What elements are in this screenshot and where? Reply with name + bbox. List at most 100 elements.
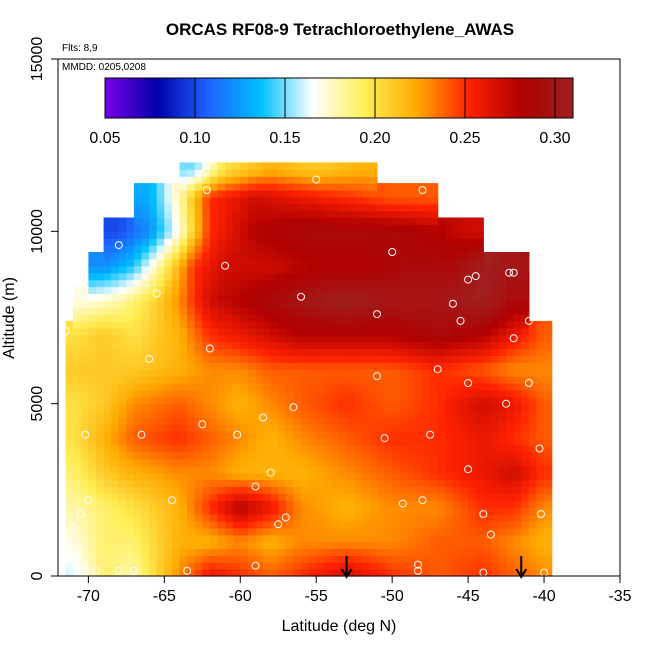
heatmap-cell bbox=[460, 341, 469, 350]
heatmap-cell bbox=[232, 458, 241, 467]
heatmap-cell bbox=[323, 424, 332, 432]
heatmap-cell bbox=[270, 438, 279, 446]
heatmap-cell bbox=[460, 293, 469, 301]
heatmap-cell bbox=[149, 431, 158, 439]
heatmap-cell bbox=[316, 334, 325, 343]
heatmap-cell bbox=[164, 383, 173, 391]
heatmap-cell bbox=[331, 431, 340, 439]
heatmap-cell bbox=[354, 541, 363, 549]
heatmap-cell bbox=[506, 555, 515, 563]
x-tick-label: -40 bbox=[532, 588, 555, 605]
heatmap-cell bbox=[225, 569, 234, 577]
heatmap-cell bbox=[377, 334, 386, 343]
heatmap-cell bbox=[247, 514, 257, 522]
heatmap-cell bbox=[407, 486, 416, 494]
heatmap-cell bbox=[187, 279, 196, 288]
heatmap-cell bbox=[103, 272, 112, 281]
heatmap-cell bbox=[141, 403, 150, 412]
heatmap-cell bbox=[513, 465, 522, 474]
heatmap-cell bbox=[407, 217, 416, 225]
heatmap-cell bbox=[475, 245, 484, 253]
heatmap-cell bbox=[263, 327, 272, 336]
heatmap-cell bbox=[513, 252, 522, 260]
heatmap-cell bbox=[445, 396, 454, 405]
heatmap-cell bbox=[528, 472, 538, 481]
heatmap-cell bbox=[460, 534, 469, 543]
heatmap-cell bbox=[536, 424, 545, 432]
heatmap-cell bbox=[103, 562, 112, 570]
heatmap-cell bbox=[141, 217, 150, 225]
heatmap-cell bbox=[232, 293, 241, 301]
heatmap-cell bbox=[156, 431, 165, 439]
heatmap-cell bbox=[528, 424, 538, 432]
heatmap-cell bbox=[202, 555, 211, 563]
heatmap-cell bbox=[392, 307, 401, 315]
heatmap-cell bbox=[361, 465, 370, 474]
heatmap-cell bbox=[278, 210, 287, 219]
heatmap-cell bbox=[171, 217, 181, 225]
heatmap-cell bbox=[528, 548, 538, 556]
heatmap-cell bbox=[361, 265, 370, 274]
heatmap-cell bbox=[377, 486, 386, 494]
heatmap-cell bbox=[361, 493, 370, 501]
heatmap-cell bbox=[544, 500, 553, 508]
heatmap-cell bbox=[263, 176, 272, 184]
heatmap-cell bbox=[217, 348, 226, 356]
heatmap-cell bbox=[194, 196, 203, 205]
heatmap-cell bbox=[278, 486, 287, 494]
heatmap-cell bbox=[483, 514, 492, 522]
heatmap-cell bbox=[103, 548, 112, 556]
heatmap-cell bbox=[156, 403, 165, 412]
heatmap-cell bbox=[490, 383, 500, 391]
heatmap-cell bbox=[164, 258, 173, 267]
heatmap-cell bbox=[209, 403, 219, 412]
heatmap-cell bbox=[445, 569, 454, 577]
heatmap-cell bbox=[544, 472, 553, 481]
heatmap-cell bbox=[171, 458, 181, 467]
heatmap-cell bbox=[392, 472, 401, 481]
heatmap-cell bbox=[483, 341, 492, 350]
heatmap-cell bbox=[187, 272, 196, 281]
heatmap-cell bbox=[65, 424, 74, 432]
heatmap-cell bbox=[232, 307, 241, 315]
heatmap-cell bbox=[437, 265, 446, 274]
heatmap-cell bbox=[209, 162, 219, 170]
heatmap-cell bbox=[133, 272, 143, 281]
heatmap-cell bbox=[316, 196, 325, 205]
heatmap-cell bbox=[475, 252, 484, 260]
heatmap-cell bbox=[194, 272, 203, 281]
heatmap-cell bbox=[361, 224, 370, 232]
heatmap-cell bbox=[483, 355, 492, 363]
heatmap-cell bbox=[414, 403, 424, 412]
heatmap-cell bbox=[164, 196, 173, 205]
heatmap-cell bbox=[369, 320, 378, 329]
heatmap-cell bbox=[460, 258, 469, 267]
heatmap-cell bbox=[285, 314, 294, 322]
heatmap-cell bbox=[475, 272, 484, 281]
heatmap-cell bbox=[225, 355, 234, 363]
heatmap-cell bbox=[293, 410, 302, 419]
heatmap-cell bbox=[369, 527, 378, 536]
heatmap-cell bbox=[460, 451, 469, 460]
heatmap-cell bbox=[73, 410, 82, 419]
heatmap-cell bbox=[377, 389, 386, 398]
heatmap-cell bbox=[323, 369, 332, 377]
heatmap-cell bbox=[65, 458, 74, 467]
heatmap-cell bbox=[301, 424, 310, 432]
heatmap-cell bbox=[346, 500, 355, 508]
heatmap-cell bbox=[209, 224, 219, 232]
heatmap-cell bbox=[339, 293, 348, 301]
heatmap-cell bbox=[316, 286, 325, 294]
heatmap-cell bbox=[399, 307, 408, 315]
heatmap-cell bbox=[141, 465, 150, 474]
heatmap-cell bbox=[377, 555, 386, 563]
heatmap-cell bbox=[430, 424, 439, 432]
heatmap-cell bbox=[339, 507, 348, 515]
heatmap-cell bbox=[255, 203, 264, 212]
heatmap-cell bbox=[377, 300, 386, 308]
heatmap-cell bbox=[392, 424, 401, 432]
heatmap-cell bbox=[377, 203, 386, 212]
heatmap-cell bbox=[354, 327, 363, 336]
heatmap-cell bbox=[361, 376, 370, 384]
heatmap-cell bbox=[430, 472, 439, 481]
